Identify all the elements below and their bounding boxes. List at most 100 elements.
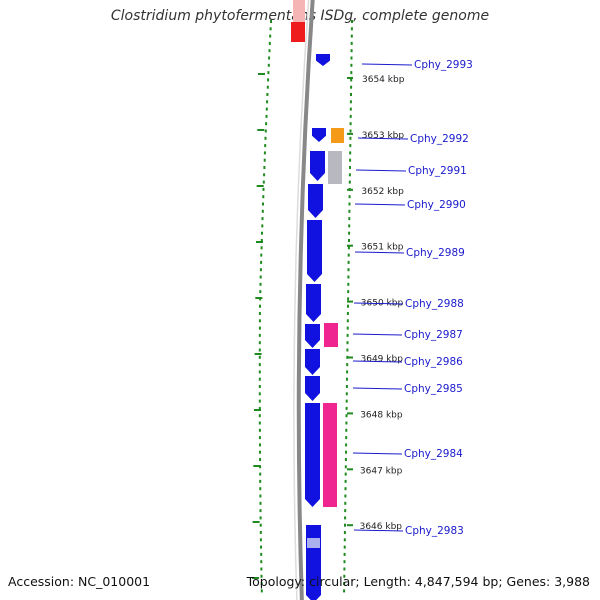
tick-dot-right: [346, 319, 349, 323]
ruler-label-3647: 3647 kbp: [360, 466, 403, 476]
tick-dot-right: [350, 56, 353, 60]
gene-leader-cphy_2986: [352, 360, 403, 363]
tick-dot-left: [258, 355, 261, 359]
cds-arrow-cphy_2991: [310, 151, 325, 181]
tick-dot-left: [266, 100, 269, 104]
tick-dot-left: [260, 582, 263, 586]
tick-dot-right: [349, 166, 351, 169]
ruler-tick: [347, 188, 353, 191]
tick-dot-left: [265, 107, 268, 111]
gene-label-cphy_2990: Cphy_2990: [407, 199, 466, 211]
gene-leader-cphy_2983: [353, 529, 404, 532]
tick-dot-left: [260, 246, 263, 250]
tick-dot-left: [266, 93, 269, 96]
tick-dot-right: [347, 297, 350, 301]
tick-dot-left: [267, 63, 270, 67]
gene-leader-cphy_2990: [354, 203, 406, 206]
tick-dot-right: [350, 71, 353, 75]
tick-dot-left: [260, 239, 263, 242]
tick-dot-right: [350, 93, 352, 96]
tick-dot-right: [349, 129, 352, 133]
tick-dot-right: [343, 567, 346, 571]
tick-dash-left: [256, 241, 263, 243]
tick-dot-right: [349, 114, 352, 118]
cds-arrow-shade: [307, 538, 320, 548]
ruler-label-3651: 3651 kbp: [361, 243, 404, 253]
tick-dot-right: [346, 348, 349, 352]
tick-dot-left: [268, 41, 271, 45]
ruler-label-3648: 3648 kbp: [360, 410, 403, 420]
tick-dot-right: [348, 231, 351, 235]
tick-dot-right: [347, 275, 350, 279]
tick-dot-right: [345, 399, 348, 403]
gene-label-cphy_2989: Cphy_2989: [406, 247, 465, 259]
tick-dot-left: [261, 217, 264, 221]
tick-dot-right: [344, 509, 347, 513]
tick-dot-left: [259, 282, 262, 286]
tick-dot-right: [346, 341, 349, 345]
tick-dot-right: [350, 63, 353, 67]
tick-dot-left: [258, 312, 261, 315]
tick-dot-left: [258, 370, 261, 374]
tick-dot-right: [343, 531, 346, 534]
gene-label-cphy_2992: Cphy_2992: [410, 133, 469, 145]
tick-dot-left: [259, 458, 262, 461]
tick-dot-left: [262, 195, 265, 199]
tick-dot-left: [259, 472, 262, 476]
gray-feature: [328, 151, 342, 184]
tick-dot-left: [259, 494, 262, 498]
pink-feature-small: [324, 323, 338, 347]
tick-dot-right: [346, 333, 349, 337]
gene-leader-cphy_2989: [354, 251, 405, 254]
tick-dot-right: [345, 392, 348, 396]
tick-dot-right: [343, 545, 346, 549]
gene-leader-cphy_2985: [352, 387, 403, 390]
cds-arrow-cphy_2989: [307, 220, 322, 282]
backbone-shadow: [293, 0, 310, 600]
tick-dot-right: [343, 552, 346, 556]
tick-dash-left: [257, 129, 265, 131]
tick-dash-left: [253, 465, 261, 467]
tick-dot-left: [264, 129, 267, 133]
tick-dot-right: [345, 443, 348, 447]
tick-dot-right: [345, 421, 348, 425]
ruler-label-3649: 3649 kbp: [361, 355, 404, 365]
gene-label-cphy_2987: Cphy_2987: [404, 329, 463, 341]
tick-dot-right: [346, 326, 349, 330]
tick-dot-left: [259, 531, 262, 534]
tick-dot-left: [258, 421, 261, 425]
tick-dot-left: [264, 144, 267, 148]
tick-dot-left: [263, 151, 266, 155]
tick-dot-left: [262, 187, 265, 191]
tick-dot-left: [258, 406, 261, 410]
tick-dot-left: [269, 34, 272, 38]
red-feature-tail: [293, 0, 305, 22]
tick-dot-left: [259, 523, 262, 527]
accession-label: Accession: NC_010001: [8, 574, 151, 589]
tick-dot-right: [348, 239, 350, 242]
ruler-tick: [347, 132, 353, 135]
ruler-tick: [347, 300, 353, 303]
tick-dot-left: [260, 589, 263, 593]
backbone-line: [296, 0, 315, 600]
tick-dot-right: [347, 282, 350, 286]
cds-arrow-cphy_2988: [306, 284, 321, 322]
tick-dot-left: [261, 224, 264, 228]
tick-dot-right: [344, 479, 347, 483]
gene-label-cphy_2988: Cphy_2988: [405, 298, 464, 310]
tick-dot-left: [259, 479, 262, 483]
tick-dash-left: [258, 73, 265, 75]
tick-dot-left: [263, 158, 266, 162]
tick-dot-right: [349, 122, 352, 126]
tick-dot-left: [270, 20, 272, 23]
gene-leader-cphy_2988: [353, 302, 404, 305]
tick-dot-right: [350, 85, 353, 89]
tick-dot-left: [258, 363, 261, 367]
gene-leader-cphy_2987: [352, 333, 403, 336]
gene-label-cphy_2991: Cphy_2991: [408, 165, 467, 177]
tick-dot-right: [345, 414, 348, 418]
tick-dot-right: [344, 501, 347, 505]
tick-dot-right: [350, 41, 353, 45]
tick-dot-left: [259, 275, 262, 279]
tick-dot-left: [258, 399, 261, 403]
